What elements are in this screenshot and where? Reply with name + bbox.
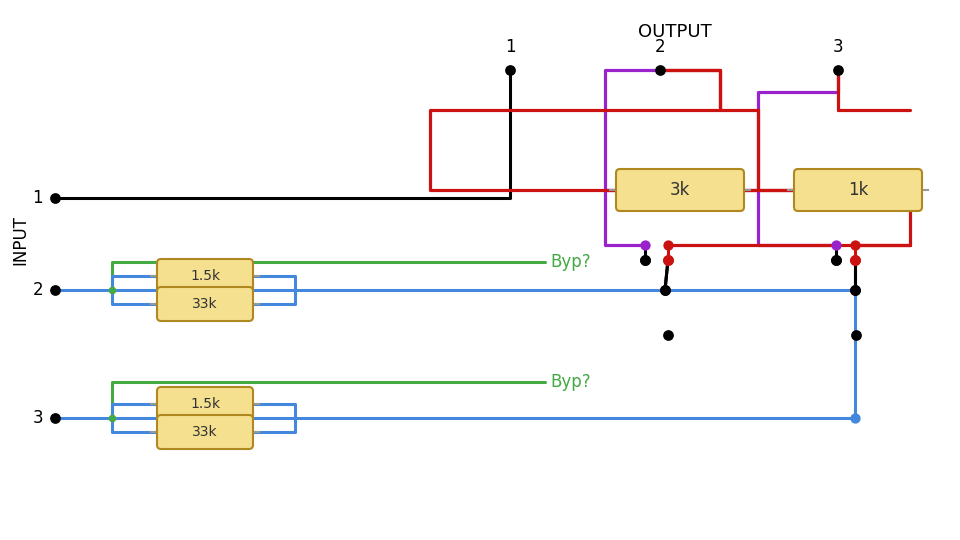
Text: 2: 2 [655, 38, 665, 56]
Point [658, 286, 673, 294]
Text: Byp?: Byp? [550, 253, 590, 271]
Text: 3: 3 [33, 409, 43, 427]
Point [637, 255, 653, 264]
Point [849, 330, 864, 339]
Point [830, 66, 846, 75]
Point [658, 286, 673, 294]
Point [637, 241, 653, 249]
Point [828, 255, 844, 264]
Point [47, 414, 62, 422]
Point [105, 286, 120, 294]
Text: 3k: 3k [670, 181, 690, 199]
Point [828, 255, 844, 264]
Point [660, 241, 676, 249]
FancyBboxPatch shape [794, 169, 922, 211]
FancyBboxPatch shape [157, 259, 253, 293]
Text: OUTPUT: OUTPUT [638, 23, 712, 41]
Text: 3: 3 [832, 38, 843, 56]
Point [658, 286, 673, 294]
Point [660, 255, 676, 264]
Point [848, 286, 863, 294]
Text: 2: 2 [33, 281, 43, 299]
Point [848, 255, 863, 264]
Point [637, 255, 653, 264]
Point [848, 414, 863, 422]
FancyBboxPatch shape [616, 169, 744, 211]
Text: 1: 1 [505, 38, 516, 56]
Point [47, 194, 62, 202]
Text: 33k: 33k [192, 425, 218, 439]
FancyBboxPatch shape [157, 287, 253, 321]
Text: 1: 1 [33, 189, 43, 207]
Point [105, 414, 120, 422]
Point [653, 66, 668, 75]
Point [828, 241, 844, 249]
Point [848, 255, 863, 264]
Text: 33k: 33k [192, 297, 218, 311]
Point [660, 330, 676, 339]
Point [848, 241, 863, 249]
Point [502, 66, 517, 75]
FancyBboxPatch shape [157, 415, 253, 449]
Point [660, 255, 676, 264]
Point [47, 286, 62, 294]
Text: 1.5k: 1.5k [190, 269, 220, 283]
Text: 1.5k: 1.5k [190, 397, 220, 411]
FancyBboxPatch shape [157, 387, 253, 421]
Point [848, 286, 863, 294]
Text: INPUT: INPUT [11, 215, 29, 265]
Text: 1k: 1k [848, 181, 868, 199]
Text: Byp?: Byp? [550, 373, 590, 391]
